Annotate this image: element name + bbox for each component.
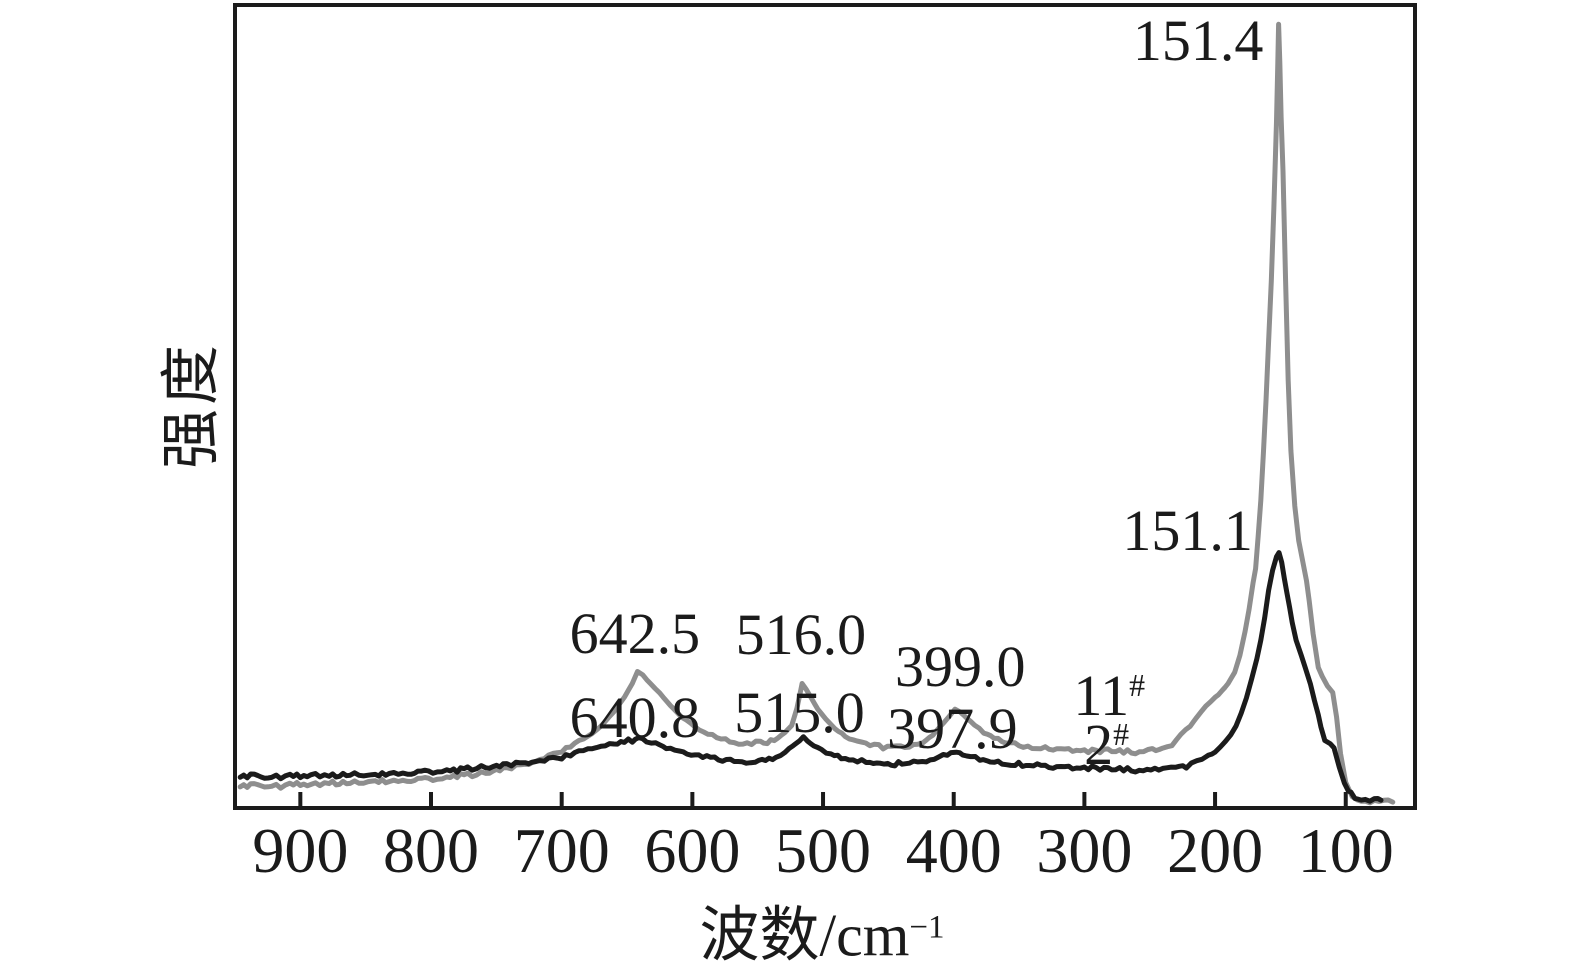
x-tick-label: 400 xyxy=(905,815,1002,886)
annotation-text: 151.4 xyxy=(1132,8,1264,74)
annotation-text: 11 xyxy=(1073,662,1130,728)
x-tick-label: 900 xyxy=(252,815,349,886)
annotation-text: 397.9 xyxy=(887,695,1018,761)
annotation-superscript: # xyxy=(1129,667,1146,703)
x-axis-label-superscript: −1 xyxy=(909,909,945,946)
annotation-text: 2 xyxy=(1084,712,1114,778)
x-tick-label: 500 xyxy=(775,815,872,886)
peak-value-label: 642.5 xyxy=(570,604,701,663)
annotation-text: 515.0 xyxy=(734,680,865,746)
peak-value-label: 151.1 xyxy=(1122,501,1253,560)
peak-value-label: 515.0 xyxy=(734,684,865,742)
x-tick-label: 100 xyxy=(1297,815,1394,886)
x-tick-label: 300 xyxy=(1036,815,1133,886)
peak-value-label: 397.9 xyxy=(887,699,1018,758)
annotation-text: 640.8 xyxy=(569,685,701,751)
peak-value-label: 640.8 xyxy=(570,689,701,747)
x-axis-label-text: 波数/cm xyxy=(699,902,910,969)
x-tick-label: 600 xyxy=(644,815,741,886)
annotation-text: 151.1 xyxy=(1122,497,1253,563)
sample-label: 2# xyxy=(1084,716,1129,774)
y-axis-label: 强度 xyxy=(158,341,225,469)
annotation-superscript: # xyxy=(1113,717,1130,753)
sample-label: 11# xyxy=(1073,666,1146,725)
peak-value-label: 399.0 xyxy=(895,637,1026,696)
peak-value-label: 151.4 xyxy=(1133,12,1264,70)
x-tick-label: 200 xyxy=(1167,815,1264,886)
annotation-text: 642.5 xyxy=(569,600,701,666)
annotation-text: 516.0 xyxy=(735,601,867,667)
x-tick-label: 800 xyxy=(383,815,479,886)
x-tick-label: 700 xyxy=(513,815,610,886)
series-11-curve xyxy=(237,21,1396,806)
peak-value-label: 516.0 xyxy=(736,605,867,664)
annotation-text: 399.0 xyxy=(894,633,1026,699)
series-2-curve xyxy=(237,550,1384,804)
x-axis-label: 波数/cm−1 xyxy=(699,887,944,974)
